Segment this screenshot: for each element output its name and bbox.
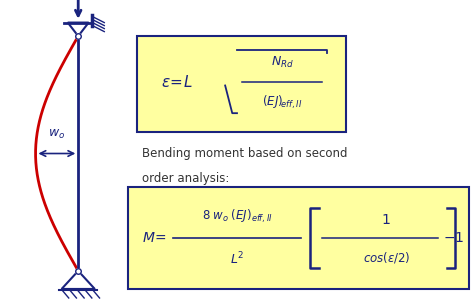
Text: $L^2$: $L^2$ xyxy=(230,250,244,267)
Text: $w_o$: $w_o$ xyxy=(48,128,65,141)
FancyBboxPatch shape xyxy=(137,36,346,132)
Text: $(EJ)_{\!eff,II}$: $(EJ)_{\!eff,II}$ xyxy=(262,93,302,111)
FancyBboxPatch shape xyxy=(128,187,469,289)
Text: order analysis:: order analysis: xyxy=(142,172,229,185)
Text: $M\!=\!$: $M\!=\!$ xyxy=(142,231,167,245)
Text: $-1$: $-1$ xyxy=(443,231,465,245)
Text: $\varepsilon\!=\!L$: $\varepsilon\!=\!L$ xyxy=(161,74,193,91)
Text: $N_{Rd}$: $N_{Rd}$ xyxy=(271,55,293,70)
Text: $8\;w_o\;(EJ)_{eff,II}$: $8\;w_o\;(EJ)_{eff,II}$ xyxy=(201,208,273,225)
Text: Bending moment based on second: Bending moment based on second xyxy=(142,147,348,160)
Text: $cos(\varepsilon/2)$: $cos(\varepsilon/2)$ xyxy=(363,250,410,265)
Text: $1$: $1$ xyxy=(382,213,391,227)
